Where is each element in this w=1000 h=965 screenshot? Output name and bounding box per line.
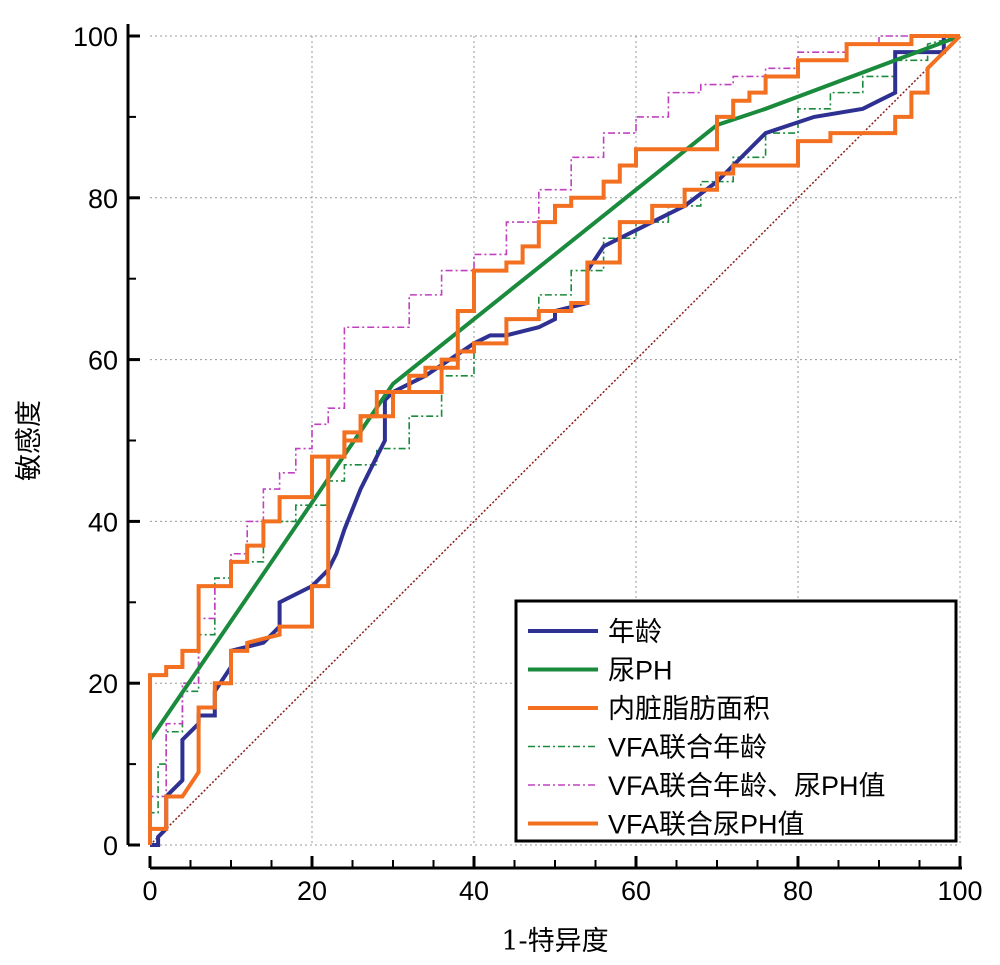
x-axis-title: 1-特异度 bbox=[501, 926, 608, 957]
y-tick-label-0: 0 bbox=[103, 831, 118, 861]
y-tick-label-4: 80 bbox=[88, 184, 118, 214]
y-tick-label-2: 40 bbox=[88, 507, 118, 537]
x-tick-label-1: 20 bbox=[297, 876, 327, 906]
legend-label-3: VFA联合年龄 bbox=[608, 733, 767, 763]
legend-label-1: 尿PH bbox=[608, 656, 673, 686]
series-layer bbox=[148, 34, 962, 847]
x-tick-label-5: 100 bbox=[937, 876, 982, 906]
y-tick-label-1: 20 bbox=[88, 669, 118, 699]
x-tick-label-4: 80 bbox=[783, 876, 813, 906]
axes: 0 20 40 60 80 100 0 20 40 60 80 100 bbox=[73, 22, 983, 906]
series-line-5 bbox=[148, 34, 960, 845]
x-tick-label-2: 40 bbox=[459, 876, 489, 906]
legend-label-4: VFA联合年龄、尿PH值 bbox=[608, 771, 886, 801]
legend-label-0: 年龄 bbox=[608, 617, 662, 647]
reference-diagonal-line bbox=[149, 35, 961, 846]
y-tick-label-5: 100 bbox=[73, 22, 118, 52]
x-tick-label-3: 60 bbox=[621, 876, 651, 906]
legend-box bbox=[514, 599, 958, 843]
legend-label-2: 内脏脂肪面积 bbox=[608, 694, 770, 724]
series-line-2 bbox=[148, 34, 962, 845]
y-axis-title: 敏感度 bbox=[14, 400, 45, 481]
x-tick-label-0: 0 bbox=[142, 876, 157, 906]
y-tick-label-3: 60 bbox=[88, 346, 118, 376]
legend-label-5: VFA联合尿PH值 bbox=[608, 810, 805, 840]
